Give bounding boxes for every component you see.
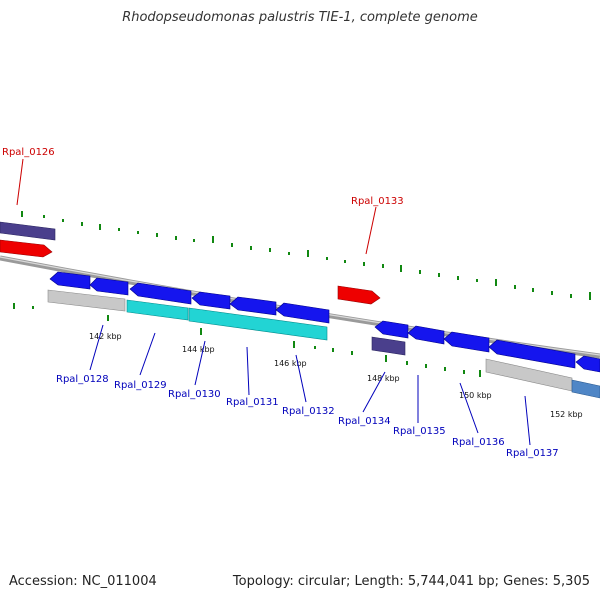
gene-label-rpal-0131[interactable]: Rpal_0131 bbox=[226, 397, 279, 408]
scale-tick-152: 152 kbp bbox=[550, 410, 583, 419]
gene-rpal-0137-arrow bbox=[488, 339, 576, 369]
gene-rpal-0127-arrow bbox=[49, 271, 91, 290]
gene-rpal-0131-arrow bbox=[229, 296, 277, 316]
gene-label-rpal-0129[interactable]: Rpal_0129 bbox=[114, 380, 167, 391]
gene-label-rpal-0136[interactable]: Rpal_0136 bbox=[452, 437, 505, 448]
gene-label-rpal-0126[interactable]: Rpal_0126 bbox=[2, 147, 55, 158]
map-title: Rhodopseudomonas palustris TIE-1, comple… bbox=[122, 10, 478, 25]
gene-label-rpal-0137[interactable]: Rpal_0137 bbox=[506, 448, 559, 459]
gene-label-rpal-0133[interactable]: Rpal_0133 bbox=[351, 196, 404, 207]
scale-tick-labels: 142 kbp 144 kbp 146 kbp 148 kbp 150 kbp … bbox=[89, 332, 583, 419]
gene-labels: Rpal_0126 Rpal_0133 Rpal_0128 Rpal_0129 … bbox=[2, 147, 559, 459]
gene-rpal-0126-forward-arrow[interactable] bbox=[0, 239, 53, 258]
feature-rna-rpal-0129[interactable] bbox=[126, 299, 189, 321]
gene-rpal-0132-arrow bbox=[275, 302, 330, 324]
feature-rna-rpal-0130[interactable] bbox=[188, 307, 328, 341]
gene-label-rpal-0128[interactable]: Rpal_0128 bbox=[56, 374, 109, 385]
gene-rpal-0134-arrow bbox=[374, 320, 409, 339]
gene-label-rpal-0134[interactable]: Rpal_0134 bbox=[338, 416, 391, 427]
gene-rpal-0128-arrow bbox=[89, 277, 129, 296]
lower-tick-track bbox=[13, 303, 481, 377]
gene-rpal-0135-arrow bbox=[407, 325, 445, 345]
feature-other-rpal-0134[interactable] bbox=[371, 336, 406, 356]
gene-rpal-0133-forward-arrow[interactable] bbox=[337, 285, 381, 305]
scale-tick-150: 150 kbp bbox=[459, 391, 492, 400]
gene-label-rpal-0130[interactable]: Rpal_0130 bbox=[168, 389, 221, 400]
scale-tick-144: 144 kbp bbox=[182, 345, 215, 354]
scale-tick-146: 146 kbp bbox=[274, 359, 307, 368]
bottom-label-leaders bbox=[89, 324, 531, 446]
gene-label-rpal-0135[interactable]: Rpal_0135 bbox=[393, 426, 446, 437]
top-label-leaders bbox=[16, 158, 377, 255]
feature-other-rpal-0137b[interactable] bbox=[571, 379, 600, 399]
gene-rpal-0130-arrow bbox=[191, 291, 231, 310]
gene-rpal-0129-arrow bbox=[129, 282, 192, 305]
scale-tick-148: 148 kbp bbox=[367, 374, 400, 383]
accession-text: Accession: NC_011004 bbox=[9, 574, 157, 589]
scale-tick-142: 142 kbp bbox=[89, 332, 122, 341]
upper-tick-track bbox=[21, 211, 591, 300]
genome-summary-text: Topology: circular; Length: 5,744,041 bp… bbox=[232, 574, 590, 589]
feature-pseudogene-rpal-0128[interactable] bbox=[47, 289, 126, 312]
gene-label-rpal-0132[interactable]: Rpal_0132 bbox=[282, 406, 335, 417]
gene-rpal-0138-arrow bbox=[575, 355, 600, 373]
reverse-strand-genes[interactable] bbox=[49, 271, 600, 373]
gene-rpal-0136-arrow bbox=[443, 331, 490, 353]
feature-rpal-0126-other[interactable] bbox=[0, 221, 56, 241]
